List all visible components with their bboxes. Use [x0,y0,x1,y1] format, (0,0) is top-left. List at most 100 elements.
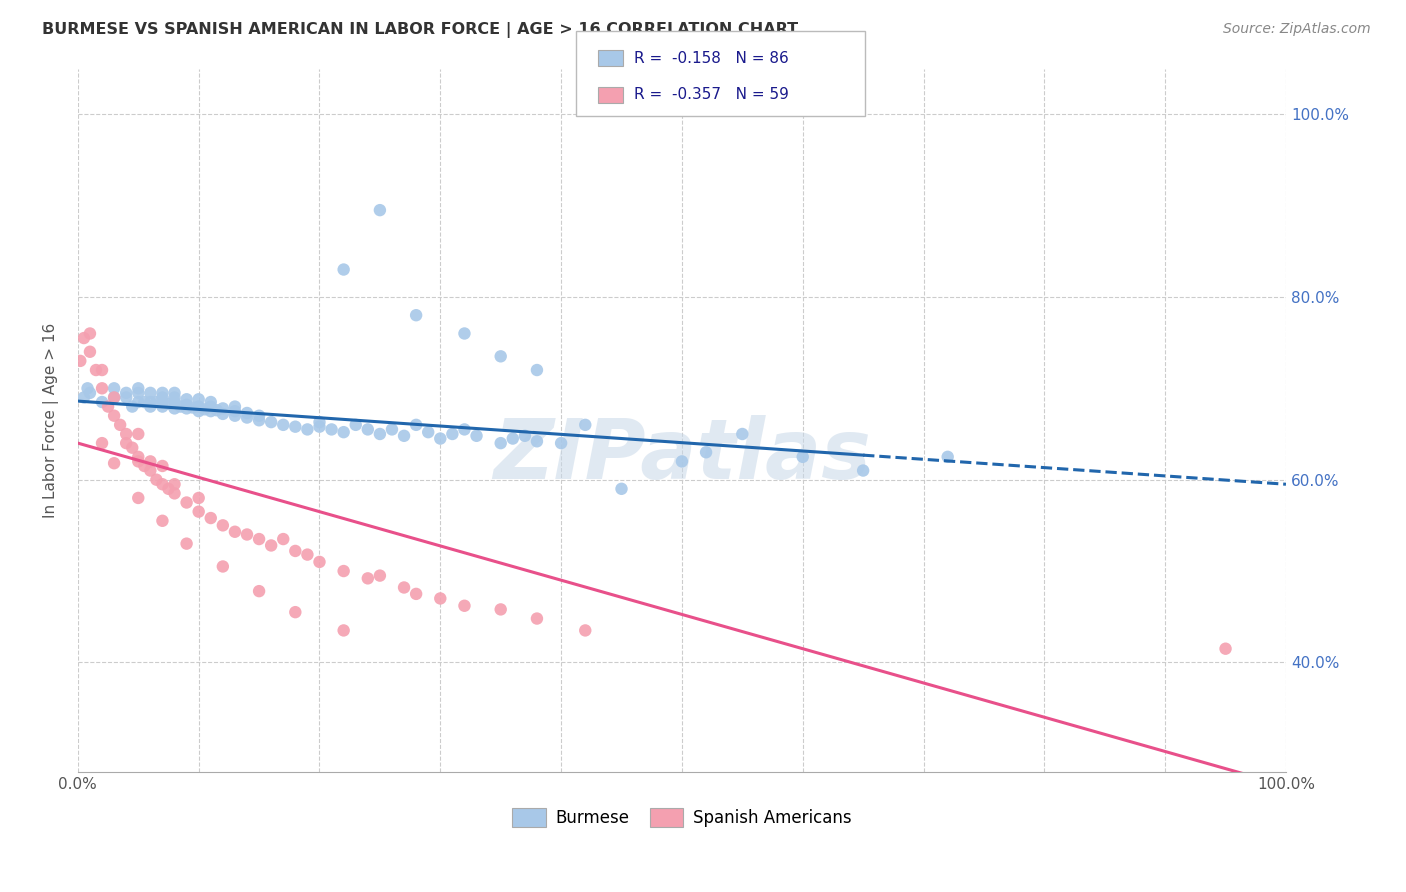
Point [127,450,149,464]
Point [284,544,307,558]
Legend: Burmese, Spanish Americans: Burmese, Spanish Americans [506,802,858,834]
Point [152,385,174,400]
Point [76,381,98,395]
Point [152,514,174,528]
Point [211,407,233,421]
Point [169,400,191,414]
Point [103,391,125,405]
Point [115,385,138,400]
Point [103,381,125,395]
Point [405,308,427,322]
Point [200,395,222,409]
Point [465,429,488,443]
Point [145,395,167,409]
Point [103,456,125,470]
Point [163,391,186,405]
Y-axis label: In Labor Force | Age > 16: In Labor Force | Age > 16 [44,323,59,518]
Point [187,392,209,407]
Point [176,398,198,412]
Point [731,427,754,442]
Point [224,409,246,423]
Point [91,363,114,377]
Point [574,624,596,638]
Point [134,458,156,473]
Point [84,363,107,377]
Point [91,436,114,450]
Point [163,395,186,409]
Point [284,605,307,619]
Point [418,425,440,439]
Point [284,419,307,434]
Point [224,404,246,418]
Point [139,464,162,478]
Point [145,473,167,487]
Point [205,403,228,417]
Point [187,505,209,519]
Point [441,427,464,442]
Point [176,401,198,416]
Point [344,417,367,432]
Point [157,482,180,496]
Point [357,422,380,436]
Point [121,441,143,455]
Point [247,532,270,546]
Point [247,413,270,427]
Point [108,417,131,432]
Point [308,555,330,569]
Point [502,432,524,446]
Point [271,417,294,432]
Point [936,450,959,464]
Point [526,363,548,377]
Point [73,331,96,345]
Point [211,559,233,574]
Point [381,422,404,436]
Point [163,401,186,416]
Point [308,419,330,434]
Point [127,381,149,395]
Point [115,436,138,450]
Text: R =  -0.158   N = 86: R = -0.158 N = 86 [634,51,789,66]
Point [194,402,217,417]
Point [332,425,354,439]
Point [453,326,475,341]
Point [152,391,174,405]
Point [97,400,120,414]
Point [115,391,138,405]
Point [163,385,186,400]
Text: BURMESE VS SPANISH AMERICAN IN LABOR FORCE | AGE > 16 CORRELATION CHART: BURMESE VS SPANISH AMERICAN IN LABOR FOR… [42,22,799,38]
Point [187,491,209,505]
Point [236,527,259,541]
Point [308,415,330,429]
Point [152,395,174,409]
Point [429,591,451,606]
Point [247,584,270,599]
Point [332,262,354,277]
Point [429,432,451,446]
Point [91,395,114,409]
Point [152,400,174,414]
Point [332,564,354,578]
Point [176,392,198,407]
Point [79,344,101,359]
Text: Source: ZipAtlas.com: Source: ZipAtlas.com [1223,22,1371,37]
Point [134,395,156,409]
Point [489,602,512,616]
Point [224,400,246,414]
Point [73,391,96,405]
Point [574,417,596,432]
Point [157,397,180,411]
Point [115,427,138,442]
Point [297,548,319,562]
Point [392,581,415,595]
Point [852,464,875,478]
Point [127,395,149,409]
Point [152,458,174,473]
Point [405,417,427,432]
Point [550,436,572,450]
Point [792,450,814,464]
Point [163,477,186,491]
Text: ZIPatlas: ZIPatlas [494,415,870,496]
Point [368,203,391,218]
Point [200,404,222,418]
Point [211,401,233,416]
